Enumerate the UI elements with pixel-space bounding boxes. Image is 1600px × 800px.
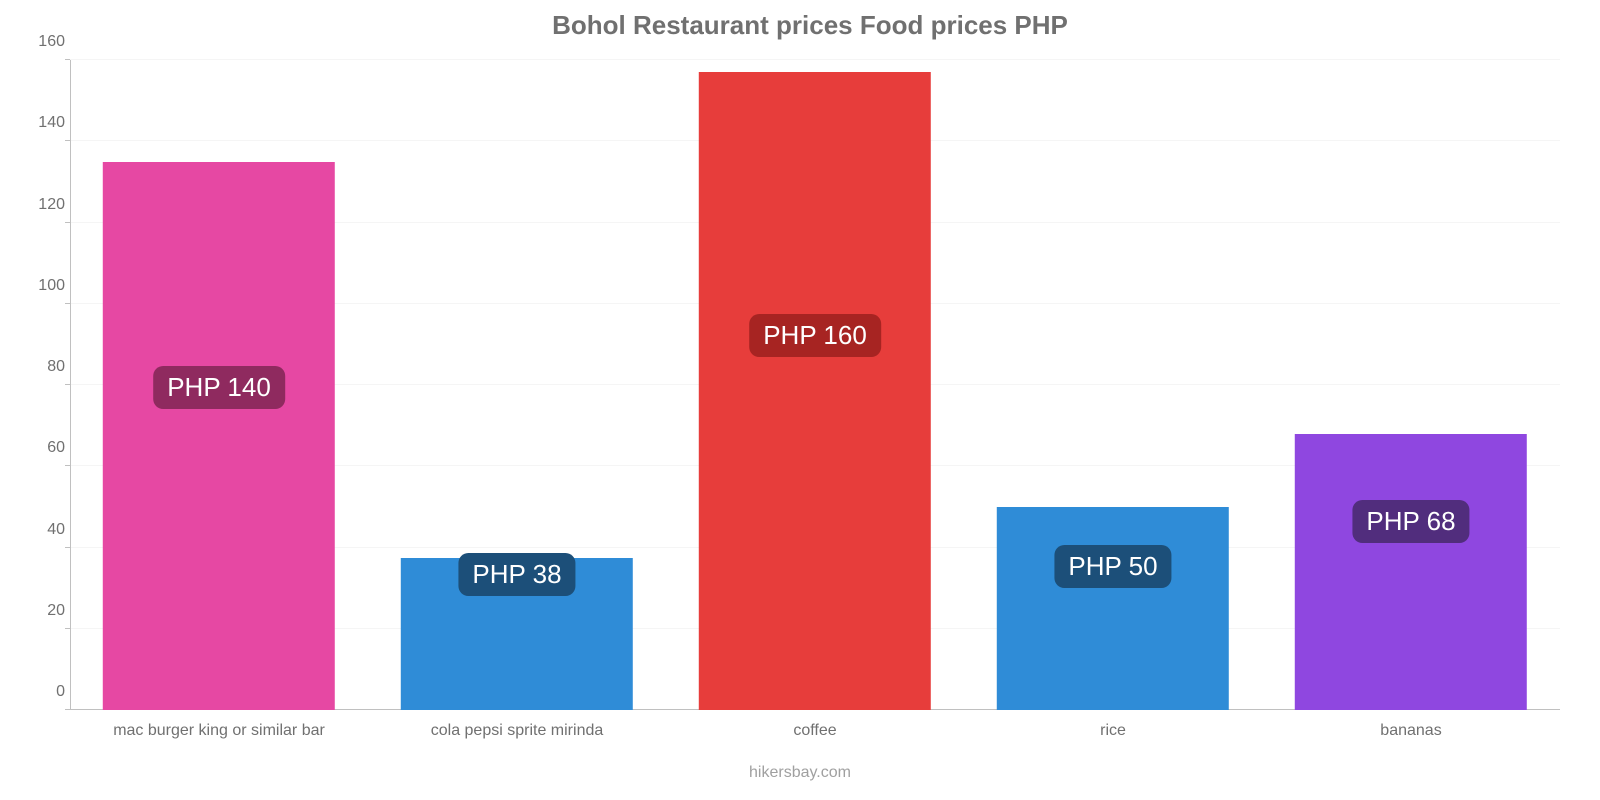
y-tick-label: 140 [25, 114, 65, 132]
bars-group: PHP 140mac burger king or similar barPHP… [70, 60, 1560, 710]
bar [1295, 434, 1527, 710]
bar-slot: PHP 160coffee [666, 60, 964, 710]
y-tick-label: 160 [25, 33, 65, 51]
attribution-text: hikersbay.com [749, 764, 851, 782]
y-tick-label: 20 [25, 602, 65, 620]
chart-container: Bohol Restaurant prices Food prices PHP … [0, 0, 1600, 800]
x-axis-label: coffee [793, 722, 836, 740]
plot-area: 020406080100120140160 PHP 140mac burger … [70, 60, 1560, 710]
value-badge: PHP 38 [458, 553, 575, 596]
y-tick-label: 0 [25, 683, 65, 701]
y-tick-label: 100 [25, 277, 65, 295]
x-axis-label: mac burger king or similar bar [113, 722, 325, 740]
bar-slot: PHP 140mac burger king or similar bar [70, 60, 368, 710]
chart-title: Bohol Restaurant prices Food prices PHP [50, 10, 1570, 41]
x-axis-label: rice [1100, 722, 1126, 740]
value-badge: PHP 50 [1054, 545, 1171, 588]
x-axis-label: bananas [1380, 722, 1441, 740]
y-tick-label: 60 [25, 439, 65, 457]
bar [997, 507, 1229, 710]
value-badge: PHP 140 [153, 366, 285, 409]
x-axis-label: cola pepsi sprite mirinda [431, 722, 604, 740]
bar [699, 72, 931, 710]
y-tick-label: 40 [25, 521, 65, 539]
value-badge: PHP 68 [1352, 500, 1469, 543]
bar [103, 162, 335, 710]
y-tick-label: 120 [25, 196, 65, 214]
value-badge: PHP 160 [749, 314, 881, 357]
bar-slot: PHP 68bananas [1262, 60, 1560, 710]
bar-slot: PHP 38cola pepsi sprite mirinda [368, 60, 666, 710]
y-tick-label: 80 [25, 358, 65, 376]
bar-slot: PHP 50rice [964, 60, 1262, 710]
